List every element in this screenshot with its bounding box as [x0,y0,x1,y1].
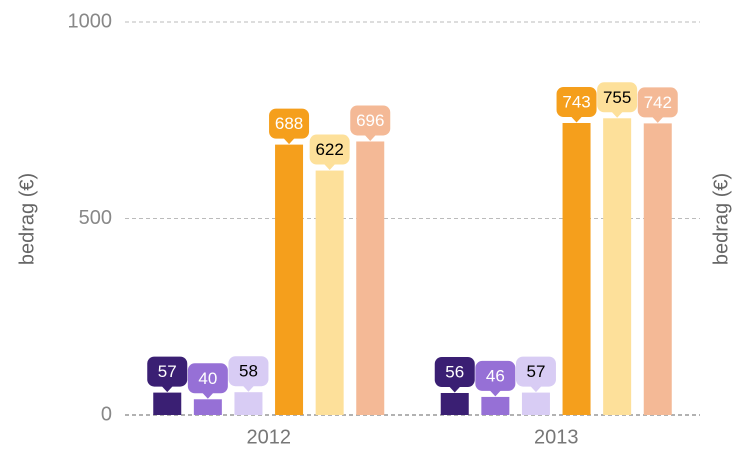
bar [315,170,344,415]
bar [643,123,672,416]
data-label: 622 [309,134,350,171]
label-pointer [201,392,214,399]
data-label-text: 688 [275,114,303,133]
data-label-text: 622 [315,140,343,159]
data-label-text: 46 [486,366,505,385]
bar [356,141,385,416]
data-label-text: 742 [644,93,672,112]
label-bubble [475,360,516,391]
label-bubble [515,356,556,387]
label-bubble [350,105,391,136]
data-label-text: 755 [603,88,631,107]
label-bubble [637,87,678,118]
label-pointer [323,163,336,171]
data-label: 742 [637,87,678,123]
bar [193,399,222,415]
label-bubble [309,134,350,165]
bar [440,392,469,415]
bar [562,123,591,415]
label-pointer [448,385,461,393]
y2-axis-label: bedrag (€) [710,173,732,265]
data-label-text: 40 [198,369,217,388]
label-pointer [570,116,583,123]
y-tick-label: 500 [79,207,112,229]
data-label-text: 696 [356,111,384,130]
y-tick-label: 0 [101,403,112,425]
data-label: 755 [597,82,638,118]
label-bubble [434,356,475,387]
data-label: 56 [434,356,475,393]
label-bubble [228,356,269,387]
bar [521,392,550,415]
data-label-text: 58 [239,362,258,381]
label-pointer [651,116,664,123]
data-label: 696 [350,105,391,141]
data-label: 46 [475,360,516,397]
x-tick-label: 2013 [534,426,579,448]
data-label: 40 [187,363,228,399]
data-label-text: 57 [526,362,545,381]
label-bubble [597,82,638,113]
data-label-text: 56 [445,362,464,381]
bar [234,392,263,415]
bar [153,392,182,415]
label-pointer [364,134,377,141]
bar [275,144,304,415]
label-pointer [611,111,624,118]
label-pointer [283,137,296,145]
data-label: 57 [515,356,556,393]
bar [481,396,510,415]
label-bubble [187,363,228,394]
label-pointer [242,385,255,392]
label-bubble [556,87,597,118]
data-label: 58 [228,356,269,392]
data-label: 743 [556,87,597,123]
data-label-text: 57 [158,362,177,381]
data-label: 57 [147,356,188,393]
label-pointer [529,385,542,393]
x-tick-label: 2012 [247,426,292,448]
label-pointer [161,385,174,393]
y-axis-label: bedrag (€) [16,173,38,265]
label-bubble [269,108,310,139]
data-label-text: 743 [562,92,590,111]
y-tick-label: 1000 [68,10,113,32]
bar [603,118,632,415]
label-pointer [489,389,502,397]
label-bubble [147,356,188,387]
data-label: 688 [269,108,310,145]
